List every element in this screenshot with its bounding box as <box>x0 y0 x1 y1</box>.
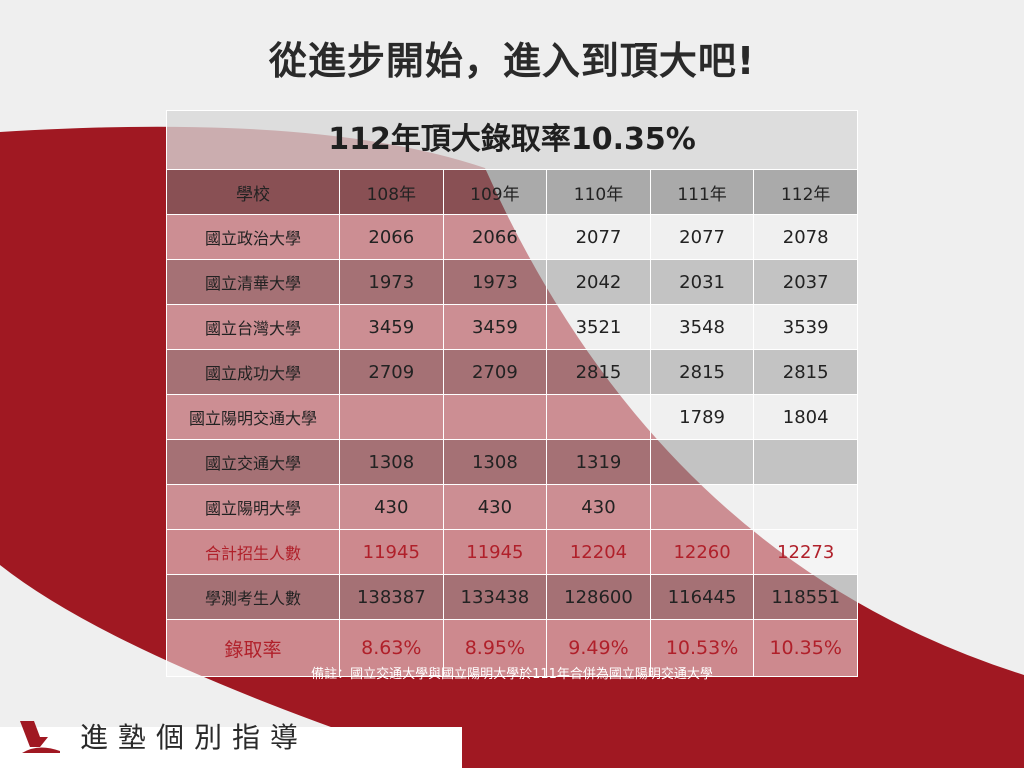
table-cell: 10.53% <box>649 619 755 677</box>
table-cell <box>546 394 651 440</box>
row-label: 錄取率 <box>166 619 340 677</box>
table-cell: 1804 <box>753 394 858 440</box>
table-cell <box>442 394 548 440</box>
table-cell: 2709 <box>442 349 548 395</box>
table-footnote: 備註：國立交通大學與國立陽明大學於111年合併為國立陽明交通大學 <box>311 667 713 682</box>
table-header-row: 學校 108年 109年 110年 111年 112年 <box>166 169 858 215</box>
total-enrollment-row: 合計招生人數 11945 11945 12204 12260 12273 <box>166 529 858 575</box>
table-cell: 3548 <box>649 304 755 350</box>
table-cell: 3539 <box>753 304 858 350</box>
table-cell: 2077 <box>546 214 651 260</box>
table-cell: 3459 <box>339 304 444 350</box>
table-cell: 430 <box>339 484 444 530</box>
table-cell: 12204 <box>546 529 651 575</box>
table-cell: 2077 <box>649 214 755 260</box>
admission-table: 112年頂大錄取率10.35% 學校 108年 109年 110年 111年 1… <box>166 110 858 677</box>
table-cell: 430 <box>442 484 548 530</box>
table-cell: 3521 <box>546 304 651 350</box>
table-cell: 1308 <box>442 439 548 485</box>
page-headline: 從進步開始，進入到頂大吧! <box>268 39 756 83</box>
table-cell <box>649 484 755 530</box>
admission-rate-row: 錄取率 8.63% 8.95% 9.49% 10.53% 10.35% <box>166 619 858 677</box>
header-year-112: 112年 <box>753 169 858 215</box>
table-cell <box>339 394 444 440</box>
eagle-logo-icon <box>20 721 60 753</box>
table-cell: 9.49% <box>546 619 651 677</box>
table-cell: 8.63% <box>339 619 444 677</box>
school-name: 國立陽明大學 <box>166 484 340 530</box>
exam-takers-row: 學測考生人數 138387 133438 128600 116445 11855… <box>166 574 858 620</box>
table-cell: 116445 <box>649 574 755 620</box>
school-name: 國立清華大學 <box>166 259 340 305</box>
header-year-109: 109年 <box>442 169 548 215</box>
row-label: 合計招生人數 <box>166 529 340 575</box>
table-cell: 2709 <box>339 349 444 395</box>
table-row: 國立台灣大學 3459 3459 3521 3548 3539 <box>166 304 858 350</box>
table-cell <box>753 484 858 530</box>
table-cell: 2037 <box>753 259 858 305</box>
row-label: 學測考生人數 <box>166 574 340 620</box>
table-cell: 138387 <box>339 574 444 620</box>
table-row: 國立清華大學 1973 1973 2042 2031 2037 <box>166 259 858 305</box>
table-cell: 2815 <box>546 349 651 395</box>
table-row: 國立交通大學 1308 1308 1319 <box>166 439 858 485</box>
table-cell: 2042 <box>546 259 651 305</box>
table-cell: 1789 <box>649 394 755 440</box>
table-cell: 118551 <box>753 574 858 620</box>
admission-table-container: 112年頂大錄取率10.35% 學校 108年 109年 110年 111年 1… <box>166 110 858 677</box>
table-cell: 1973 <box>339 259 444 305</box>
header-school: 學校 <box>166 169 340 215</box>
table-cell: 2066 <box>339 214 444 260</box>
table-cell: 2815 <box>753 349 858 395</box>
header-year-111: 111年 <box>649 169 755 215</box>
table-cell: 11945 <box>339 529 444 575</box>
table-cell: 2031 <box>649 259 755 305</box>
table-cell: 8.95% <box>442 619 548 677</box>
table-cell <box>753 439 858 485</box>
table-cell: 2815 <box>649 349 755 395</box>
table-row: 國立陽明交通大學 1789 1804 <box>166 394 858 440</box>
brand-logo: 進塾個別指導 <box>18 716 308 756</box>
table-cell: 12273 <box>753 529 858 575</box>
table-cell: 2066 <box>442 214 548 260</box>
table-title: 112年頂大錄取率10.35% <box>166 110 858 169</box>
table-cell: 1308 <box>339 439 444 485</box>
school-name: 國立台灣大學 <box>166 304 340 350</box>
table-cell: 12260 <box>649 529 755 575</box>
header-year-108: 108年 <box>339 169 444 215</box>
table-cell: 2078 <box>753 214 858 260</box>
table-cell: 11945 <box>442 529 548 575</box>
brand-name: 進塾個別指導 <box>80 721 309 754</box>
table-cell: 3459 <box>442 304 548 350</box>
table-cell: 128600 <box>546 574 651 620</box>
table-row: 國立成功大學 2709 2709 2815 2815 2815 <box>166 349 858 395</box>
school-name: 國立陽明交通大學 <box>166 394 340 440</box>
table-cell: 1319 <box>546 439 651 485</box>
table-cell: 430 <box>546 484 651 530</box>
table-cell: 10.35% <box>753 619 858 677</box>
table-row: 國立政治大學 2066 2066 2077 2077 2078 <box>166 214 858 260</box>
school-name: 國立政治大學 <box>166 214 340 260</box>
school-name: 國立成功大學 <box>166 349 340 395</box>
table-cell: 1973 <box>442 259 548 305</box>
school-name: 國立交通大學 <box>166 439 340 485</box>
header-year-110: 110年 <box>546 169 651 215</box>
table-row: 國立陽明大學 430 430 430 <box>166 484 858 530</box>
table-cell <box>649 439 755 485</box>
table-cell: 133438 <box>442 574 548 620</box>
